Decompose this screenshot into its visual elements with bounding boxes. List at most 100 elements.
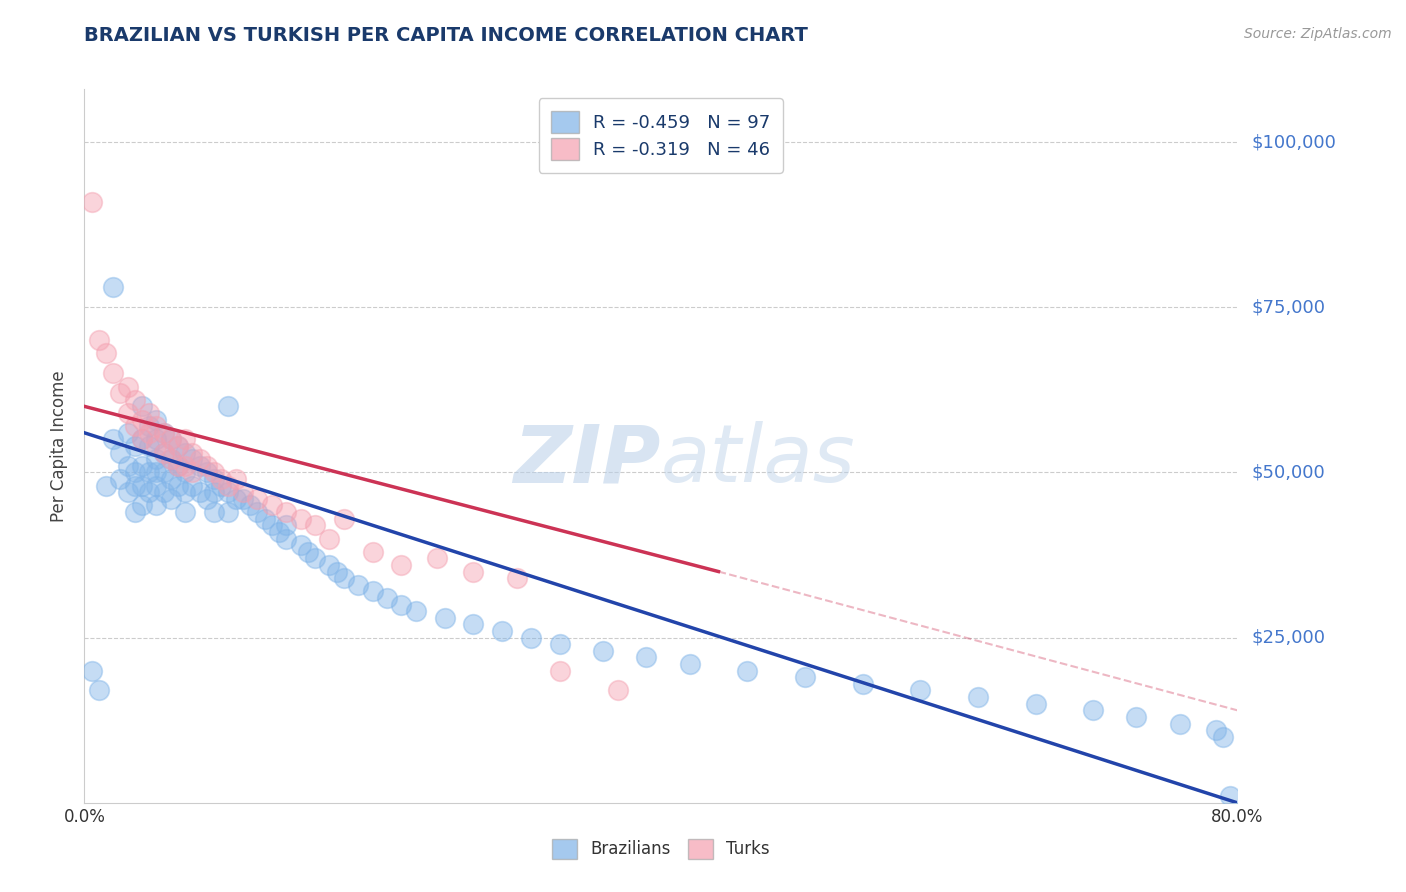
Point [124,392,146,407]
Point [332,511,354,525]
Point [1205,723,1227,738]
Text: atlas: atlas [661,421,856,500]
Point [506,571,529,585]
Point [491,624,513,638]
Point [87,333,110,347]
Point [138,419,160,434]
Point [167,439,190,453]
Point [103,280,124,294]
Point [117,379,139,393]
Point [318,532,340,546]
Point [592,644,614,658]
Point [103,433,124,447]
Point [145,466,167,480]
Point [195,458,218,473]
Point [297,545,319,559]
Point [260,518,283,533]
Point [131,433,153,447]
Point [325,565,347,579]
Point [202,466,225,480]
Point [361,584,384,599]
Text: $25,000: $25,000 [1251,629,1326,647]
Point [87,683,110,698]
Point [391,558,413,572]
Point [606,683,628,698]
Text: ZIP: ZIP [513,421,661,500]
Point [138,425,160,440]
Point [152,445,174,459]
Point [80,664,103,678]
Point [548,664,571,678]
Point [138,439,160,453]
Point [131,400,153,414]
Point [167,458,190,473]
Point [274,505,298,519]
Point [117,425,139,440]
Point [181,466,204,480]
Point [260,499,283,513]
Point [174,485,197,500]
Point [202,485,225,500]
Point [1125,710,1147,724]
Point [225,491,247,506]
Point [463,617,485,632]
Point [347,578,370,592]
Point [138,406,160,420]
Point [117,406,139,420]
Point [1024,697,1046,711]
Point [520,631,543,645]
Point [967,690,990,704]
Point [304,518,326,533]
Point [246,505,269,519]
Point [361,545,384,559]
Point [232,491,254,506]
Point [145,499,167,513]
Point [426,551,449,566]
Text: $75,000: $75,000 [1251,298,1326,317]
Point [160,452,183,467]
Point [145,419,167,434]
Point [152,466,174,480]
Point [217,478,239,492]
Point [94,478,117,492]
Point [131,412,153,426]
Point [181,452,204,467]
Point [160,433,183,447]
Point [246,491,269,506]
Point [152,485,174,500]
Point [145,412,167,426]
Point [678,657,700,671]
Point [181,478,204,492]
Point [267,524,290,539]
Point [433,611,456,625]
Point [202,472,225,486]
Point [131,499,153,513]
Point [110,386,132,401]
Point [131,478,153,492]
Point [195,466,218,480]
Point [117,458,139,473]
Point [181,445,204,459]
Point [209,478,232,492]
Point [103,367,124,381]
Point [195,491,218,506]
Point [274,532,298,546]
Point [209,472,232,486]
Point [1168,716,1191,731]
Point [253,511,276,525]
Point [1219,789,1241,804]
Point [636,650,658,665]
Point [174,433,197,447]
Point [318,558,340,572]
Point [332,571,354,585]
Point [167,458,190,473]
Point [274,518,298,533]
Point [391,598,413,612]
Point [188,452,211,467]
Point [138,485,160,500]
Point [217,485,239,500]
Point [131,458,153,473]
Point [174,458,197,473]
Point [138,466,160,480]
Point [145,433,167,447]
